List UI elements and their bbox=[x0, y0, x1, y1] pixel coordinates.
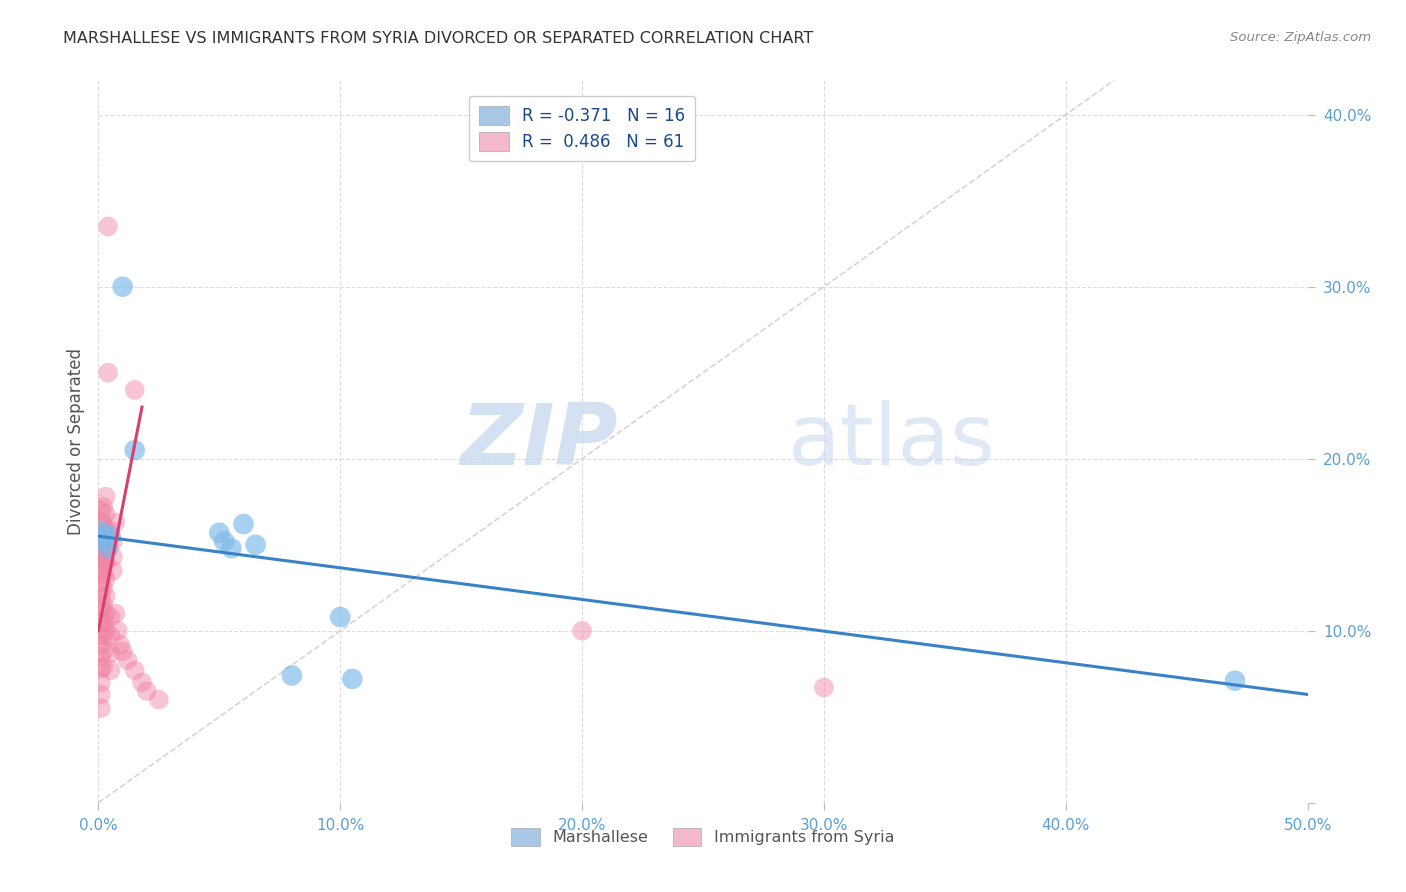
Point bbox=[90, 538, 112, 552]
Point bbox=[97, 541, 120, 556]
Point bbox=[117, 653, 139, 667]
Point bbox=[90, 503, 112, 517]
Point bbox=[94, 607, 117, 621]
Point bbox=[108, 638, 131, 652]
Point bbox=[91, 517, 114, 532]
Point bbox=[91, 615, 114, 630]
Point bbox=[94, 590, 117, 604]
Point bbox=[124, 383, 146, 397]
Point bbox=[90, 575, 112, 590]
Point bbox=[91, 660, 114, 674]
Point bbox=[90, 601, 112, 615]
Point bbox=[329, 610, 352, 624]
Point bbox=[90, 516, 112, 530]
Point bbox=[111, 279, 134, 293]
Text: MARSHALLESE VS IMMIGRANTS FROM SYRIA DIVORCED OR SEPARATED CORRELATION CHART: MARSHALLESE VS IMMIGRANTS FROM SYRIA DIV… bbox=[63, 31, 814, 46]
Point bbox=[91, 549, 114, 564]
Point bbox=[90, 564, 112, 578]
Point bbox=[101, 534, 124, 549]
Point bbox=[94, 507, 117, 521]
Point bbox=[91, 644, 114, 658]
Point bbox=[90, 524, 112, 538]
Point bbox=[245, 538, 267, 552]
Point bbox=[131, 675, 153, 690]
Point bbox=[212, 534, 235, 549]
Point bbox=[90, 546, 112, 560]
Point bbox=[91, 500, 114, 514]
Point bbox=[221, 541, 243, 556]
Point bbox=[91, 534, 114, 549]
Point bbox=[97, 219, 120, 234]
Point bbox=[107, 624, 129, 638]
Point bbox=[100, 629, 122, 643]
Point bbox=[281, 668, 304, 682]
Point bbox=[124, 664, 146, 678]
Point bbox=[97, 366, 120, 380]
Point bbox=[90, 555, 112, 569]
Point bbox=[148, 692, 170, 706]
Point bbox=[104, 516, 127, 530]
Point bbox=[94, 624, 117, 638]
Point bbox=[90, 649, 112, 664]
Point bbox=[94, 538, 117, 552]
Point bbox=[90, 529, 112, 543]
Point bbox=[90, 615, 112, 630]
Point bbox=[135, 684, 157, 698]
Point bbox=[813, 681, 835, 695]
Point bbox=[232, 517, 254, 532]
Point bbox=[208, 525, 231, 540]
Point bbox=[100, 529, 122, 543]
Y-axis label: Divorced or Separated: Divorced or Separated bbox=[66, 348, 84, 535]
Point bbox=[100, 610, 122, 624]
Point bbox=[91, 581, 114, 595]
Point bbox=[571, 624, 593, 638]
Point bbox=[342, 672, 364, 686]
Point bbox=[90, 675, 112, 690]
Point bbox=[100, 646, 122, 660]
Text: Source: ZipAtlas.com: Source: ZipAtlas.com bbox=[1230, 31, 1371, 45]
Text: ZIP: ZIP bbox=[461, 400, 619, 483]
Point bbox=[94, 490, 117, 504]
Point bbox=[100, 664, 122, 678]
Point bbox=[100, 524, 122, 538]
Point bbox=[90, 662, 112, 676]
Text: atlas: atlas bbox=[787, 400, 995, 483]
Point bbox=[101, 564, 124, 578]
Point bbox=[104, 607, 127, 621]
Point bbox=[91, 529, 114, 543]
Point bbox=[90, 687, 112, 701]
Point bbox=[101, 549, 124, 564]
Point bbox=[90, 701, 112, 715]
Point bbox=[94, 524, 117, 538]
Point bbox=[94, 534, 117, 549]
Point bbox=[90, 590, 112, 604]
Point bbox=[94, 572, 117, 586]
Point bbox=[90, 627, 112, 641]
Point bbox=[111, 644, 134, 658]
Point bbox=[91, 598, 114, 612]
Point bbox=[124, 443, 146, 458]
Point bbox=[94, 555, 117, 569]
Point bbox=[91, 629, 114, 643]
Legend: Marshallese, Immigrants from Syria: Marshallese, Immigrants from Syria bbox=[505, 822, 901, 853]
Point bbox=[91, 567, 114, 582]
Point bbox=[90, 638, 112, 652]
Point bbox=[1223, 673, 1246, 688]
